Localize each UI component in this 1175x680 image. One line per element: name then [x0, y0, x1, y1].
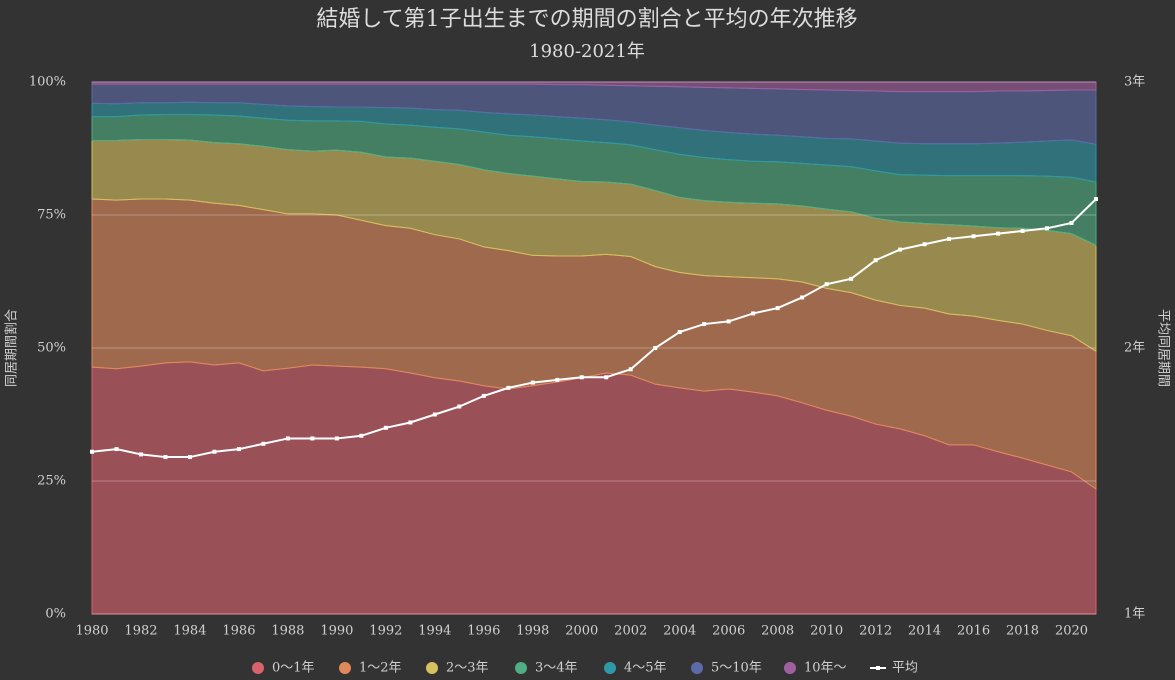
point [457, 404, 462, 409]
point [555, 377, 560, 382]
point [800, 295, 805, 300]
x-tick-label: 1990 [320, 624, 353, 639]
point [90, 449, 94, 454]
point [849, 276, 854, 281]
x-tick-label: 2006 [712, 624, 745, 639]
point [310, 436, 315, 441]
legend-marker [876, 666, 880, 670]
point [1045, 226, 1050, 231]
x-tick-label: 2014 [908, 624, 941, 639]
legend-label: 平均 [892, 661, 918, 676]
point [922, 242, 927, 247]
point [408, 420, 413, 425]
point [898, 247, 903, 252]
legend-label: 5～10年 [711, 661, 762, 676]
x-tick-label: 2018 [1006, 624, 1039, 639]
point [114, 447, 119, 452]
area [91, 81, 1097, 93]
legend-label: 3～4年 [535, 661, 578, 676]
x-tick-label: 2016 [957, 624, 990, 639]
point [628, 367, 633, 372]
point [334, 436, 339, 441]
y-tick-label: 25% [37, 474, 66, 489]
legend-label: 1～2年 [359, 661, 402, 676]
legend-label: 2～3年 [446, 661, 489, 676]
point [163, 455, 168, 460]
x-tick-label: 2010 [810, 624, 843, 639]
point [579, 375, 584, 380]
y2-axis-label: 平均同居期間 [1156, 309, 1171, 387]
point [653, 346, 658, 350]
legend-label: 10年～ [804, 661, 847, 676]
x-tick-label: 1992 [369, 624, 402, 639]
point [775, 306, 780, 311]
point [604, 375, 609, 380]
point [383, 425, 388, 430]
x-tick-label: 2000 [565, 624, 598, 639]
x-tick-label: 1988 [271, 624, 304, 639]
y2-tick-label: 3年 [1124, 75, 1145, 90]
point [996, 231, 1001, 236]
x-tick-label: 2020 [1055, 624, 1088, 639]
point [702, 322, 707, 327]
x-tick-label: 2002 [614, 624, 647, 639]
point [212, 449, 217, 454]
x-tick-label: 2004 [663, 624, 696, 639]
point [236, 447, 241, 452]
point [261, 441, 266, 446]
x-tick-label: 1996 [467, 624, 500, 639]
legend-marker [691, 662, 703, 674]
point [481, 393, 486, 398]
x-tick-label: 2012 [859, 624, 892, 639]
y-tick-label: 75% [37, 208, 66, 223]
point [971, 234, 976, 239]
point [751, 311, 756, 316]
x-tick-label: 1984 [173, 624, 206, 639]
y-axis-label: 同居期間割合 [4, 309, 20, 387]
point [432, 412, 437, 417]
legend-marker [252, 662, 264, 674]
legend-marker [604, 662, 616, 674]
point [530, 380, 535, 385]
y2-tick-label: 2年 [1124, 341, 1145, 356]
point [947, 236, 952, 241]
point [359, 433, 364, 438]
x-tick-label: 1994 [418, 624, 451, 639]
legend-label: 4～5年 [624, 661, 667, 676]
legend-marker [515, 662, 527, 674]
point [1094, 197, 1098, 202]
point [138, 452, 143, 457]
point [873, 258, 878, 263]
legend-marker [426, 662, 438, 674]
y-tick-label: 50% [37, 341, 66, 356]
point [506, 385, 511, 390]
x-tick-label: 1980 [75, 624, 108, 639]
y-tick-label: 100% [29, 75, 66, 90]
legend-marker [784, 662, 796, 674]
point [1069, 220, 1074, 225]
y2-tick-label: 1年 [1124, 607, 1145, 622]
point [824, 282, 829, 287]
point [285, 436, 290, 441]
legend-label: 0～1年 [272, 661, 315, 676]
x-tick-label: 1986 [222, 624, 255, 639]
point [677, 330, 682, 335]
x-tick-label: 1982 [124, 624, 157, 639]
x-tick-label: 1998 [516, 624, 549, 639]
line [91, 198, 1097, 459]
chart-subtitle: 1980-2021年 [529, 41, 645, 62]
x-tick-label: 2008 [761, 624, 794, 639]
y-tick-label: 0% [45, 607, 66, 622]
chart-title: 結婚して第1子出生までの期間の割合と平均の年次推移 [316, 7, 857, 32]
point [726, 319, 731, 324]
legend-marker [339, 662, 351, 674]
point [187, 455, 192, 460]
point [1020, 228, 1025, 233]
